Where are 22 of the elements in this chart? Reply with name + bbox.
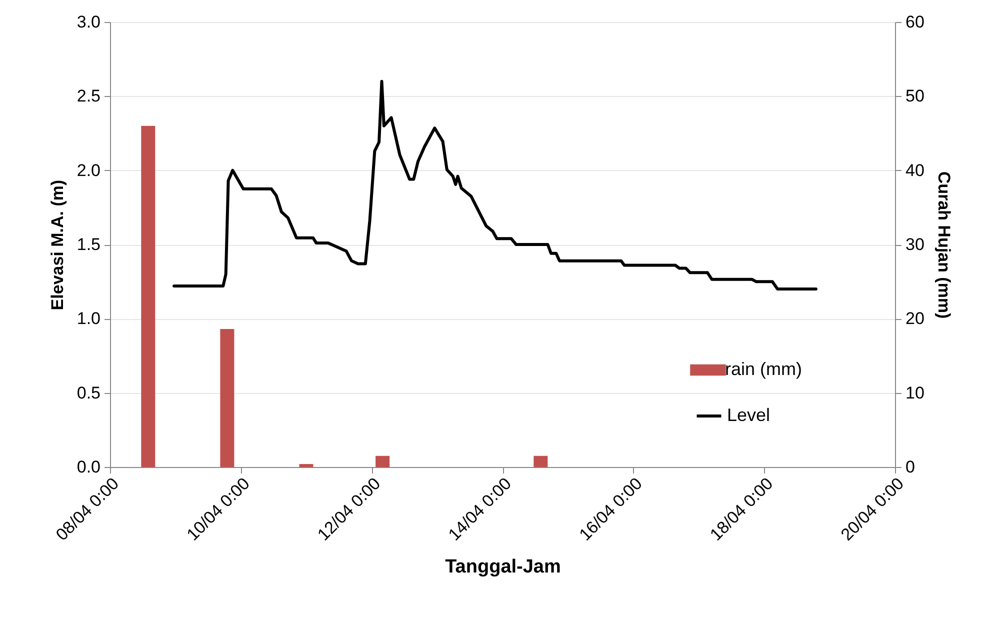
y2-tick-label: 30	[906, 235, 924, 254]
y-tick-label: 1.0	[76, 309, 100, 328]
y-tick-label: 1.5	[76, 235, 100, 254]
legend-label: Level	[727, 405, 770, 425]
y2-tick-label: 40	[906, 160, 924, 180]
y-axis-title: Elevasi M.A. (m)	[48, 180, 67, 310]
y2-tick-label: 20	[906, 309, 924, 328]
y2-axis-title: Curah Hujan (mm)	[934, 171, 954, 319]
y-tick-label: 0.5	[76, 383, 100, 402]
x-axis-title: Tanggal-Jam	[445, 556, 561, 578]
y2-tick-label: 0	[906, 458, 915, 476]
y2-tick-label: 10	[906, 383, 924, 402]
y-tick-label: 3.0	[76, 12, 100, 32]
y-tick-label: 2.0	[76, 160, 100, 180]
bar	[141, 126, 156, 467]
bar	[299, 464, 314, 467]
y-tick-label: 0.0	[76, 458, 100, 476]
y2-tick-label: 60	[906, 12, 924, 32]
legend-label: rain (mm)	[725, 359, 802, 379]
y2-tick-label: 50	[906, 86, 924, 106]
y-tick-label: 2.5	[76, 86, 100, 106]
bar	[220, 329, 234, 467]
